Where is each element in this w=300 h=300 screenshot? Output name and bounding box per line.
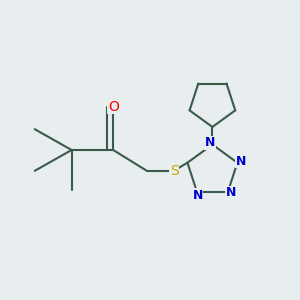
Text: N: N [226,186,236,199]
Text: O: O [108,100,118,114]
Text: N: N [236,154,246,168]
Text: N: N [192,189,203,202]
Text: S: S [169,164,178,178]
Text: N: N [205,136,215,149]
